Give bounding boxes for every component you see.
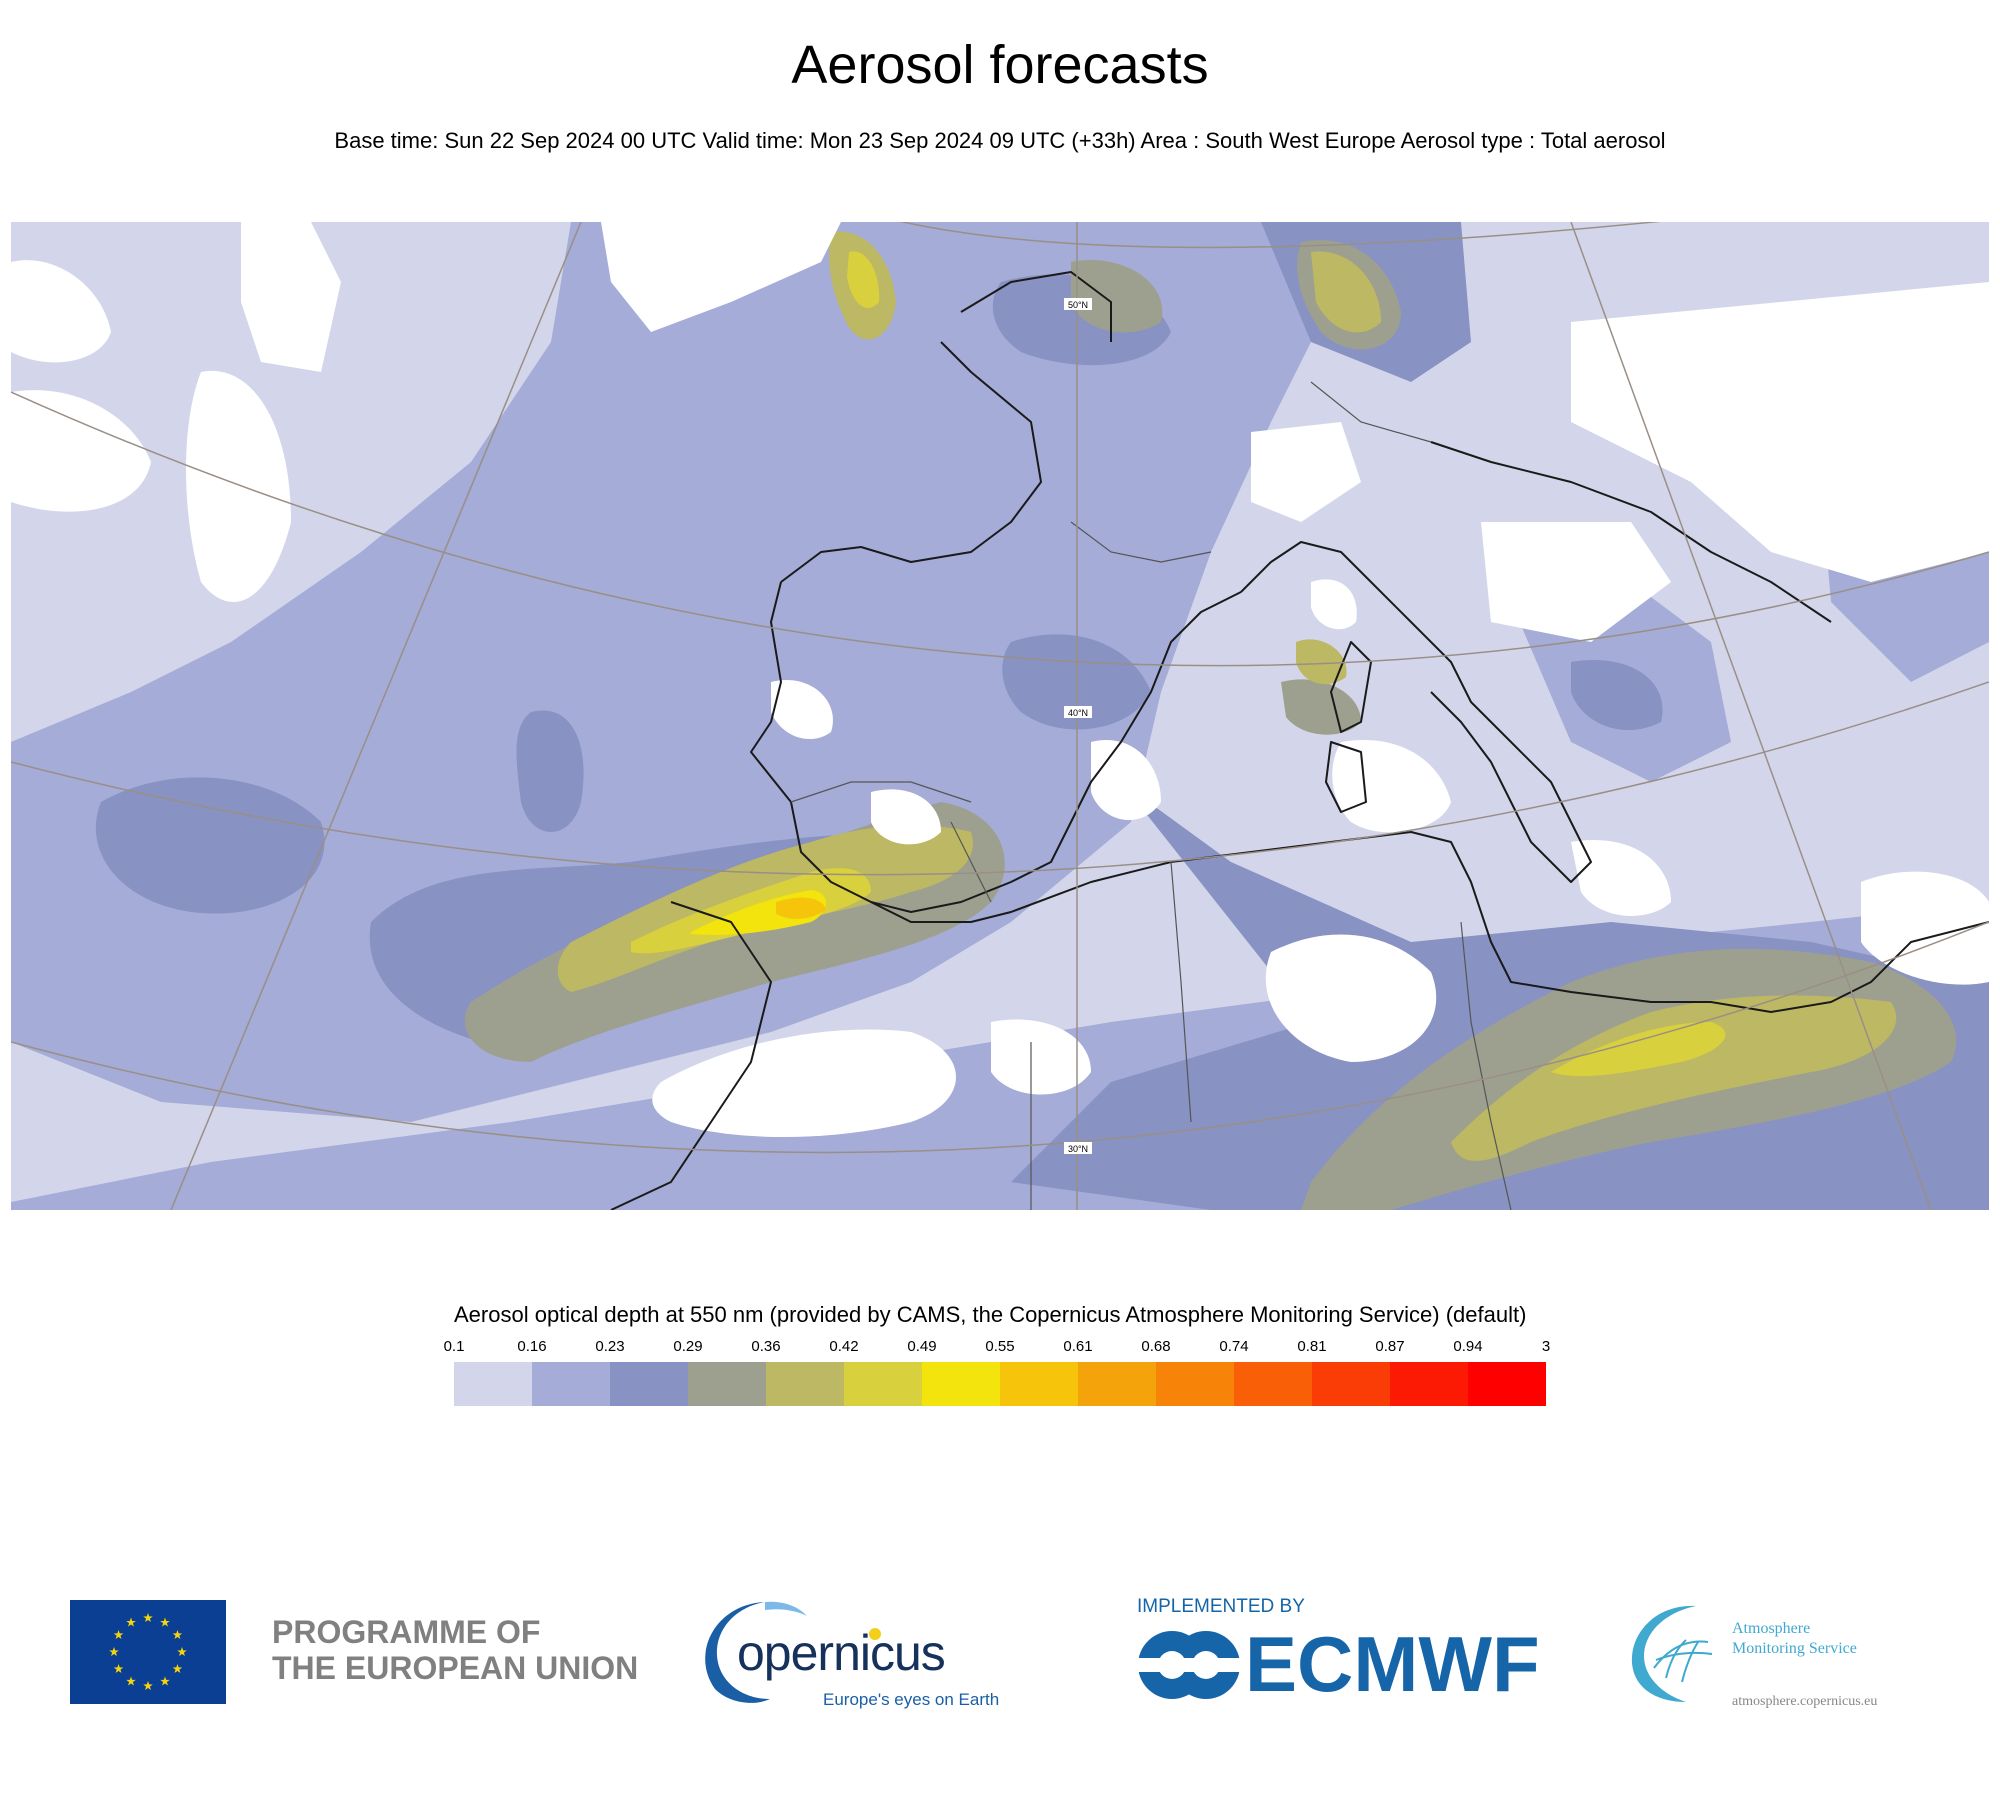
eu-star-icon — [113, 1664, 124, 1674]
eu-text-line1: PROGRAMME OF — [272, 1614, 541, 1650]
page-title: Aerosol forecasts — [791, 35, 1209, 95]
eu-flag-icon — [70, 1600, 226, 1704]
lat-label-40: 40°N — [1068, 708, 1088, 718]
eu-star-icon — [126, 1676, 136, 1686]
legend-tick-label: 0.23 — [595, 1338, 625, 1355]
legend-swatch — [1234, 1362, 1312, 1406]
cams-text-line1: Atmosphere — [1732, 1620, 1811, 1637]
cams-url: atmosphere.copernicus.eu — [1732, 1694, 1878, 1709]
cams-logo: Atmosphere Monitoring Service atmosphere… — [1626, 1598, 1926, 1718]
legend-tick-label: 0.94 — [1453, 1338, 1483, 1355]
legend-swatch — [1312, 1362, 1390, 1406]
eu-text-line2: THE EUROPEAN UNION — [272, 1650, 639, 1686]
legend-swatch — [1390, 1362, 1468, 1406]
eu-star-icon — [126, 1617, 136, 1627]
legend-tick-label: 0.1 — [443, 1338, 465, 1355]
legend-swatch — [1078, 1362, 1156, 1406]
legend-tick-label: 0.74 — [1219, 1338, 1249, 1355]
legend-tick-label: 0.16 — [517, 1338, 547, 1355]
legend-swatch — [1468, 1362, 1546, 1406]
legend-swatch — [610, 1362, 688, 1406]
legend-swatch — [766, 1362, 844, 1406]
legend-swatch — [532, 1362, 610, 1406]
legend-colorbar — [454, 1362, 1546, 1406]
lat-label-50: 50°N — [1068, 300, 1088, 310]
copernicus-logo: opernicus Europe's eyes on Earth — [695, 1594, 1005, 1714]
legend-swatch — [1156, 1362, 1234, 1406]
coastlines — [610, 271, 1989, 1210]
legend-swatch — [688, 1362, 766, 1406]
aod-clear-areas — [11, 222, 1989, 1137]
legend-tick-label: 0.55 — [985, 1338, 1015, 1355]
legend-swatch — [1000, 1362, 1078, 1406]
legend-tick-label: 0.36 — [751, 1338, 781, 1355]
legend-ticks: 0.1 0.16 0.23 0.29 0.36 0.42 0.49 0.55 0.61 0.68 0… — [444, 1338, 1551, 1358]
legend-tick-label: 0.29 — [673, 1338, 703, 1355]
legend-title: Aerosol optical depth at 550 nm (provide… — [454, 1302, 1527, 1327]
legend-tick-label: 0.42 — [829, 1338, 859, 1355]
footer-logos: PROGRAMME OF THE EUROPEAN UNION opernicu… — [0, 1590, 2000, 1740]
cams-globe-icon — [1631, 1605, 1713, 1702]
legend-tick-label: 3 — [1541, 1338, 1551, 1355]
eu-star-icon — [172, 1630, 183, 1640]
copernicus-wordmark: opernicus — [737, 1625, 946, 1681]
ecmwf-emblem-icon — [1137, 1631, 1241, 1699]
legend-tick-label: 0.81 — [1297, 1338, 1327, 1355]
aerosol-map: 50°N 40°N 30°N — [11, 222, 1989, 1210]
eu-star-icon — [160, 1617, 170, 1627]
legend-swatch — [922, 1362, 1000, 1406]
ecmwf-wordmark: ECMWF — [1245, 1620, 1540, 1708]
ecmwf-logo: IMPLEMENTED BY ECMWF — [1137, 1596, 1557, 1716]
eu-star-icon — [143, 1681, 153, 1691]
legend-tick-label: 0.87 — [1375, 1338, 1405, 1355]
copernicus-tagline: Europe's eyes on Earth — [823, 1690, 1000, 1709]
legend-tick-label: 0.61 — [1063, 1338, 1093, 1355]
eu-star-icon — [172, 1664, 183, 1674]
legend-swatch — [454, 1362, 532, 1406]
eu-star-icon — [160, 1676, 170, 1686]
eu-star-icon — [113, 1630, 124, 1640]
legend-tick-label: 0.68 — [1141, 1338, 1171, 1355]
copernicus-swoosh-icon — [705, 1601, 881, 1703]
lat-label-30: 30°N — [1068, 1144, 1088, 1154]
aod-band-055 — [776, 897, 826, 919]
eu-star-icon — [109, 1647, 119, 1657]
country-borders — [790, 381, 1512, 1210]
page-subtitle: Base time: Sun 22 Sep 2024 00 UTC Valid … — [334, 128, 1666, 153]
legend-swatch — [844, 1362, 922, 1406]
eu-programme-text: PROGRAMME OF THE EUROPEAN UNION — [272, 1614, 638, 1686]
legend-tick-label: 0.49 — [907, 1338, 937, 1355]
eu-star-icon — [143, 1613, 153, 1623]
eu-star-icon — [177, 1647, 187, 1657]
cams-text-line2: Monitoring Service — [1732, 1640, 1857, 1657]
implemented-by-text: IMPLEMENTED BY — [1137, 1596, 1305, 1617]
